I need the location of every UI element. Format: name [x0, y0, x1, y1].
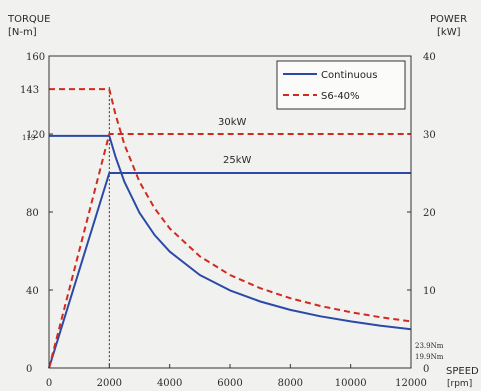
- legend-label-continuous: Continuous: [321, 70, 377, 81]
- right-tick-label: 0: [423, 364, 429, 375]
- right-tick-label: 40: [423, 52, 436, 63]
- right-tick-label: 30: [423, 130, 436, 141]
- continuous-power-line: [48, 172, 411, 369]
- x-tick-label: 10000: [335, 378, 367, 389]
- left-small-label: 119: [22, 134, 35, 142]
- left-tick-label: 120: [26, 130, 45, 141]
- x-tick-label: 6000: [217, 378, 242, 389]
- right-tick-label: 20: [423, 208, 436, 219]
- right-axis-title-line1: POWER: [430, 14, 467, 25]
- annotation-end-cont: 19.9Nm: [415, 353, 444, 361]
- annotation-end-s6: 23.9Nm: [415, 342, 444, 350]
- left-axis-title-line1: TORQUE: [7, 14, 50, 25]
- x-tick-label: 12000: [395, 378, 427, 389]
- x-tick-label: 8000: [278, 378, 303, 389]
- left-tick-label: 40: [26, 286, 39, 297]
- left-tick-label: 160: [26, 52, 45, 63]
- annotation-25kw: 25kW: [223, 155, 252, 166]
- s6-torque-line: [49, 88, 412, 323]
- x-tick-label: 4000: [157, 378, 182, 389]
- left-tick-label: 80: [26, 208, 39, 219]
- s6-power-line: [48, 133, 411, 369]
- plot-frame: [48, 55, 412, 369]
- legend-box: [276, 60, 406, 110]
- legend-label-s6: S6-40%: [321, 91, 360, 102]
- x-tick-label: 0: [46, 378, 52, 389]
- left-tick-label: 143: [20, 85, 39, 96]
- left-axis-title-line2: [N-m]: [8, 27, 37, 38]
- right-tick-label: 10: [423, 286, 436, 297]
- x-axis-title-line1: SPEED: [446, 366, 479, 377]
- continuous-torque-line: [49, 134, 412, 331]
- annotation-30kw: 30kW: [218, 117, 247, 128]
- legend: Continuous S6-40%: [276, 60, 406, 110]
- x-axis-title-line2: [rpm]: [447, 379, 472, 389]
- x-tick-label: 2000: [97, 378, 122, 389]
- left-tick-label: 0: [26, 364, 32, 375]
- right-axis-title-line2: [kW]: [437, 27, 461, 38]
